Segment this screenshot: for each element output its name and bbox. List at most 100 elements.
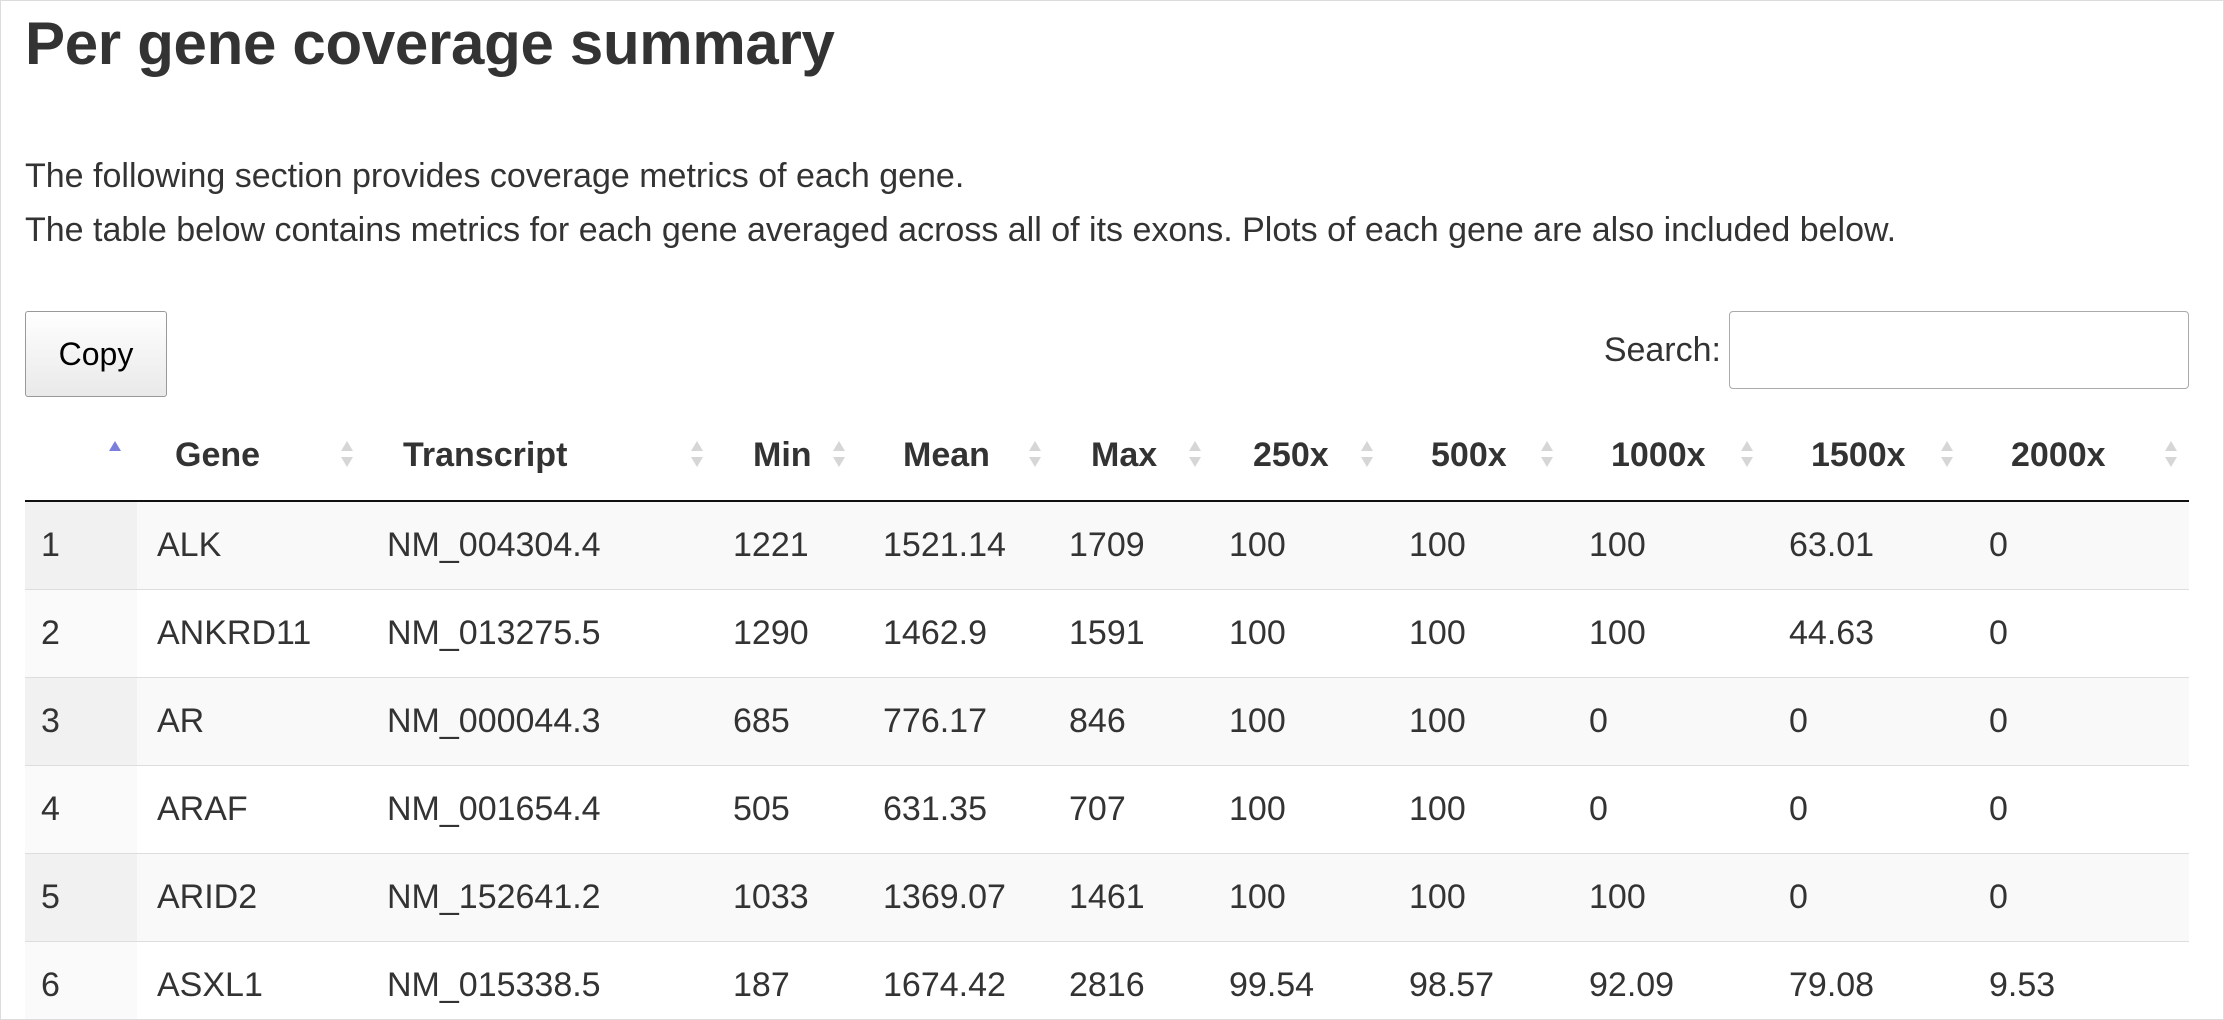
cov-1000x-cell: 100 (1571, 589, 1771, 678)
column-header-label: 250x (1253, 436, 1329, 474)
sort-icon (1941, 439, 1953, 473)
min-cell: 1290 (715, 589, 865, 678)
cov-500x-cell: 100 (1391, 501, 1571, 590)
cov-1500x-cell: 63.01 (1771, 501, 1971, 590)
mean-cell: 776.17 (865, 677, 1051, 766)
cov-1500x-cell: 79.08 (1771, 941, 1971, 1019)
cov-500x-cell: 100 (1391, 765, 1571, 854)
column-header-gene[interactable]: Gene (137, 411, 367, 502)
cov-250x-cell: 100 (1211, 589, 1391, 678)
mean-cell: 1521.14 (865, 501, 1051, 590)
column-header-transcript[interactable]: Transcript (367, 411, 715, 502)
sort-icon (1741, 439, 1753, 473)
transcript-cell: NM_004304.4 (367, 501, 715, 590)
sort-icon (341, 439, 353, 473)
cov-1000x-cell: 92.09 (1571, 941, 1771, 1019)
column-header-label: 2000x (2011, 436, 2106, 474)
sort-icon (1361, 439, 1373, 473)
search-label: Search: (1603, 330, 1721, 369)
cov-1000x-cell: 0 (1571, 765, 1771, 854)
column-header-250x[interactable]: 250x (1211, 411, 1391, 502)
table-row: 3 AR NM_000044.3 685 776.17 846 100 100 … (25, 677, 2189, 766)
row-index: 4 (25, 765, 137, 854)
max-cell: 1709 (1051, 501, 1211, 590)
table-description: The table below contains metrics for eac… (25, 211, 1897, 249)
max-cell: 2816 (1051, 941, 1211, 1019)
cov-250x-cell: 99.54 (1211, 941, 1391, 1019)
copy-button[interactable]: Copy (25, 311, 167, 397)
search-input[interactable] (1729, 311, 2189, 389)
column-header-label: Mean (903, 436, 990, 474)
cov-2000x-cell: 9.53 (1971, 941, 2189, 1019)
cov-1000x-cell: 100 (1571, 501, 1771, 590)
cov-2000x-cell: 0 (1971, 765, 2189, 854)
gene-cell: ANKRD11 (137, 589, 367, 678)
cov-500x-cell: 98.57 (1391, 941, 1571, 1019)
sort-icon (1189, 439, 1201, 473)
gene-cell: ASXL1 (137, 941, 367, 1019)
transcript-cell: NM_000044.3 (367, 677, 715, 766)
column-header-label: Max (1091, 436, 1158, 474)
cov-250x-cell: 100 (1211, 765, 1391, 854)
column-header-label: Min (753, 436, 812, 474)
column-header-max[interactable]: Max (1051, 411, 1211, 502)
column-header-1000x[interactable]: 1000x (1571, 411, 1771, 502)
gene-coverage-table: Gene Transcript Min Mean (25, 411, 2189, 1019)
column-header-min[interactable]: Min (715, 411, 865, 502)
section-description: The following section provides coverage … (25, 157, 965, 195)
column-header-index[interactable] (25, 411, 137, 502)
max-cell: 1591 (1051, 589, 1211, 678)
column-header-2000x[interactable]: 2000x (1971, 411, 2189, 502)
min-cell: 1033 (715, 853, 865, 942)
cov-2000x-cell: 0 (1971, 501, 2189, 590)
sort-ascending-icon (109, 439, 121, 473)
table-row: 4 ARAF NM_001654.4 505 631.35 707 100 10… (25, 765, 2189, 854)
column-header-1500x[interactable]: 1500x (1771, 411, 1971, 502)
table-row: 2 ANKRD11 NM_013275.5 1290 1462.9 1591 1… (25, 589, 2189, 678)
page-title: Per gene coverage summary (25, 10, 835, 77)
min-cell: 685 (715, 677, 865, 766)
column-header-label: 1500x (1811, 436, 1906, 474)
transcript-cell: NM_015338.5 (367, 941, 715, 1019)
sort-icon (1029, 439, 1041, 473)
transcript-cell: NM_013275.5 (367, 589, 715, 678)
gene-cell: ARAF (137, 765, 367, 854)
cov-1500x-cell: 0 (1771, 677, 1971, 766)
sort-icon (1541, 439, 1553, 473)
gene-cell: ALK (137, 501, 367, 590)
row-index: 6 (25, 941, 137, 1019)
cov-1000x-cell: 0 (1571, 677, 1771, 766)
table-row: 5 ARID2 NM_152641.2 1033 1369.07 1461 10… (25, 853, 2189, 942)
column-header-500x[interactable]: 500x (1391, 411, 1571, 502)
cov-2000x-cell: 0 (1971, 853, 2189, 942)
gene-cell: ARID2 (137, 853, 367, 942)
mean-cell: 1674.42 (865, 941, 1051, 1019)
row-index: 2 (25, 589, 137, 678)
table-row: 1 ALK NM_004304.4 1221 1521.14 1709 100 … (25, 501, 2189, 590)
min-cell: 1221 (715, 501, 865, 590)
transcript-cell: NM_001654.4 (367, 765, 715, 854)
cov-250x-cell: 100 (1211, 853, 1391, 942)
cov-2000x-cell: 0 (1971, 589, 2189, 678)
row-index: 1 (25, 501, 137, 590)
sort-icon (833, 439, 845, 473)
row-index: 5 (25, 853, 137, 942)
cov-1500x-cell: 44.63 (1771, 589, 1971, 678)
sort-icon (691, 439, 703, 473)
cov-1500x-cell: 0 (1771, 765, 1971, 854)
max-cell: 1461 (1051, 853, 1211, 942)
column-header-mean[interactable]: Mean (865, 411, 1051, 502)
cov-500x-cell: 100 (1391, 853, 1571, 942)
max-cell: 707 (1051, 765, 1211, 854)
mean-cell: 1462.9 (865, 589, 1051, 678)
column-header-label: 500x (1431, 436, 1507, 474)
min-cell: 505 (715, 765, 865, 854)
column-header-label: Gene (175, 436, 261, 474)
max-cell: 846 (1051, 677, 1211, 766)
table-header-row: Gene Transcript Min Mean (25, 411, 2189, 502)
transcript-cell: NM_152641.2 (367, 853, 715, 942)
cov-1000x-cell: 100 (1571, 853, 1771, 942)
cov-1500x-cell: 0 (1771, 853, 1971, 942)
cov-250x-cell: 100 (1211, 501, 1391, 590)
